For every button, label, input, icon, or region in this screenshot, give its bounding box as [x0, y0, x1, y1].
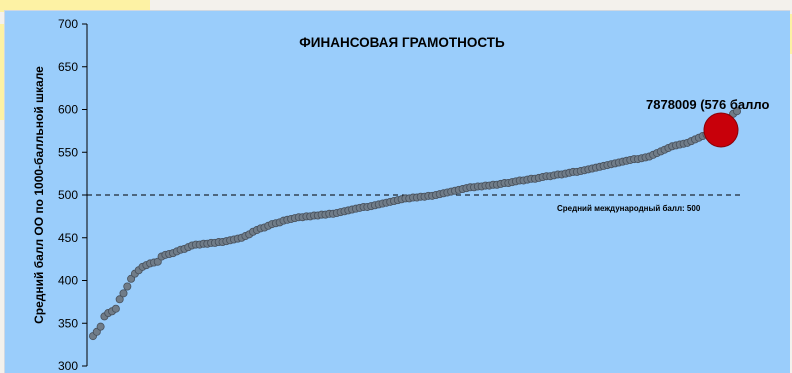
data-point — [115, 295, 124, 304]
y-axis-label: Средний балл ОО по 1000-балльной шкале — [32, 66, 46, 324]
data-point — [96, 322, 105, 331]
data-points — [89, 107, 742, 341]
y-tick-label: 300 — [58, 359, 78, 372]
y-tick-label: 650 — [58, 60, 78, 74]
y-tick-label: 500 — [58, 188, 78, 202]
chart-background-panel — [4, 10, 790, 373]
y-tick-label: 350 — [58, 316, 78, 330]
data-point — [733, 107, 742, 116]
data-point — [119, 289, 128, 298]
y-tick-label: 600 — [58, 103, 78, 117]
data-point — [123, 282, 132, 291]
highlight-label: 7878009 (576 балло — [646, 97, 769, 112]
decor-yellow-strip-top — [0, 0, 150, 12]
reference-line-label: Средний международный балл: 500 — [557, 204, 701, 213]
y-tick-label: 450 — [58, 231, 78, 245]
data-point — [111, 304, 120, 313]
highlight-marker — [703, 112, 739, 148]
y-tick-label: 550 — [58, 145, 78, 159]
chart-title: ФИНАНСОВАЯ ГРАМОТНОСТЬ — [299, 35, 505, 50]
y-axis: 300 350 400 450 500 550 600 650 700 — [58, 17, 88, 372]
y-axis-ticks: 300 350 400 450 500 550 600 650 700 — [58, 17, 87, 372]
y-tick-label: 700 — [58, 17, 78, 31]
y-tick-label: 400 — [58, 274, 78, 288]
